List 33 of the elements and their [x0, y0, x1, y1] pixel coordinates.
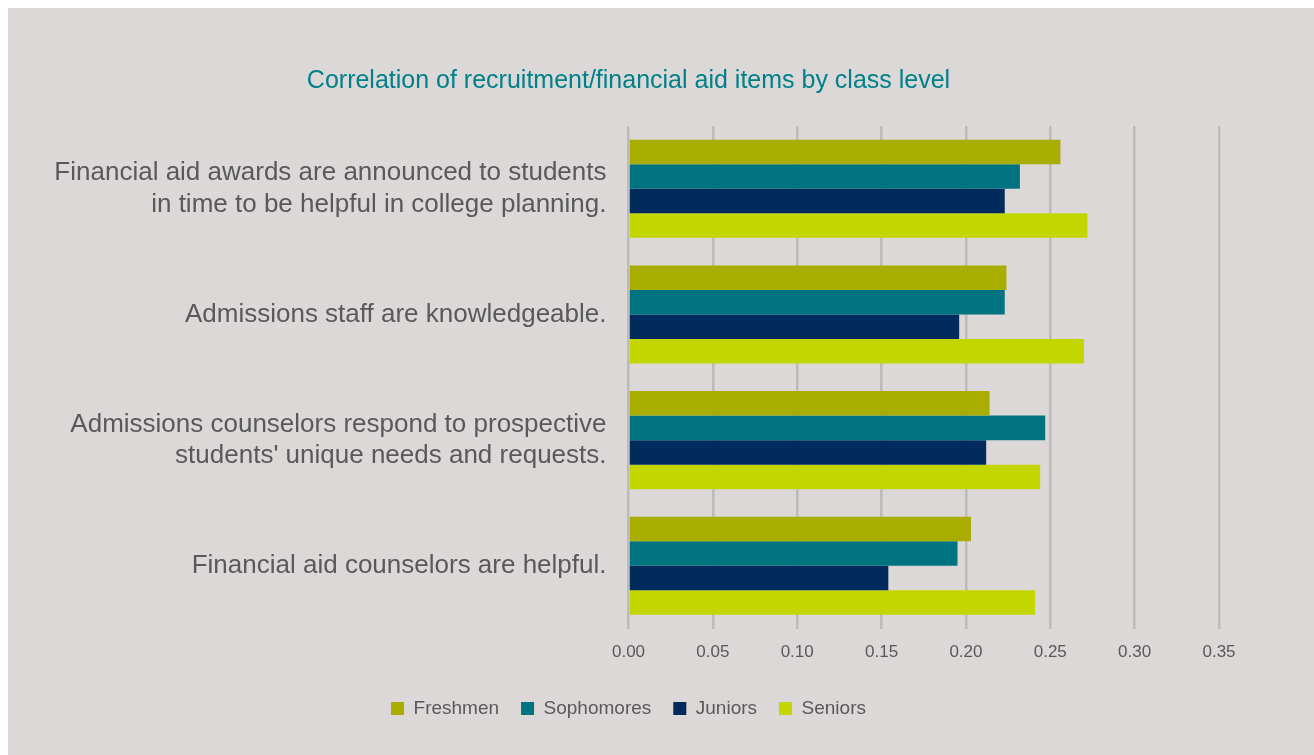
- x-tick-label: 0.00: [611, 642, 646, 662]
- legend-label: Sophomores: [543, 696, 652, 718]
- bar: [629, 314, 960, 339]
- legend-label: Juniors: [695, 696, 758, 718]
- x-tick-label: 0.20: [949, 642, 983, 662]
- bar: [629, 213, 1088, 238]
- bar: [629, 440, 987, 465]
- bar: [629, 289, 1005, 315]
- bar: [629, 516, 971, 542]
- legend-label: Freshmen: [413, 696, 500, 718]
- bar: [629, 415, 1046, 441]
- bar: [629, 541, 958, 566]
- x-tick-label: 0.30: [1118, 642, 1152, 662]
- bar: [629, 164, 1020, 189]
- bar: [629, 590, 1036, 615]
- bar: [629, 338, 1085, 364]
- bar: [629, 265, 1007, 290]
- legend-label: Seniors: [801, 696, 866, 718]
- y-tick-label: Financial aid awards are announced to students in time to be helpful in college planning.: [54, 156, 607, 218]
- x-tick-label: 0.05: [696, 642, 730, 662]
- bar: [629, 391, 990, 416]
- bar: [629, 188, 1005, 214]
- y-tick-label: Admissions staff are knowledgeable.: [184, 297, 607, 328]
- bar: [629, 139, 1061, 165]
- y-tick-label: Financial aid counselors are helpful.: [191, 548, 607, 579]
- y-tick-label: Admissions counselors respond to prospective students' unique needs and requests.: [70, 407, 607, 469]
- chart-title: Correlation of recruitment/financial aid items by class level: [306, 64, 951, 93]
- x-tick-label: 0.15: [865, 642, 899, 662]
- bar: [629, 464, 1041, 490]
- x-tick-label: 0.35: [1202, 642, 1236, 662]
- x-tick-label: 0.25: [1033, 642, 1067, 662]
- bar: [629, 565, 889, 591]
- x-tick-label: 0.10: [780, 642, 814, 662]
